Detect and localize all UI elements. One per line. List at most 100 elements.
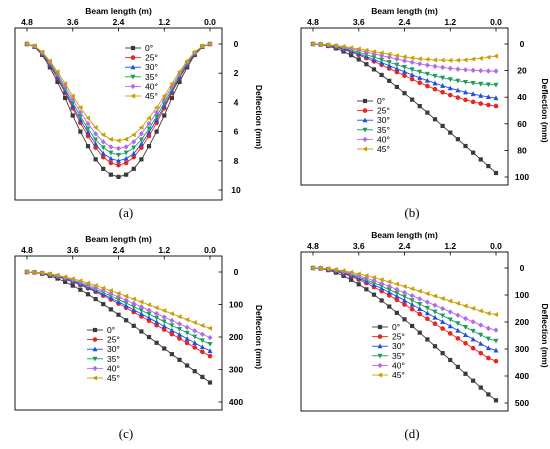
- legend: 0°25°30°35°40°45°: [87, 325, 120, 383]
- data-point: [455, 95, 461, 100]
- data-point: [62, 274, 68, 280]
- data-point: [417, 288, 422, 294]
- data-point: [478, 81, 484, 87]
- legend-marker: [377, 324, 383, 330]
- data-point: [154, 340, 159, 345]
- plot-frame: [14, 27, 223, 201]
- data-point: [440, 75, 446, 81]
- data-point: [455, 312, 461, 318]
- data-point: [39, 49, 45, 55]
- data-point: [123, 155, 129, 161]
- data-point: [439, 57, 445, 63]
- data-point: [485, 94, 491, 100]
- legend-marker: [92, 346, 98, 352]
- data-point: [169, 83, 175, 90]
- y-tick-label: 300: [515, 344, 529, 354]
- chart-panel-3: Beam length (m) 4.8 3.6 2.4 1.2 0.0 0 100 200 300…: [14, 234, 264, 441]
- data-point: [116, 145, 121, 152]
- data-point: [417, 69, 423, 75]
- series-5: [24, 269, 213, 331]
- data-point: [138, 141, 144, 147]
- legend-label: 30°: [377, 115, 390, 125]
- legend-label: 25°: [107, 335, 120, 345]
- data-point: [440, 313, 446, 319]
- series-1: [310, 41, 499, 109]
- data-point: [363, 273, 369, 279]
- data-point: [394, 62, 400, 68]
- data-point: [386, 279, 392, 285]
- data-point: [100, 139, 106, 145]
- x-tick-label: 1.2: [158, 245, 170, 255]
- data-point: [138, 131, 144, 137]
- data-point: [39, 270, 45, 276]
- data-point: [417, 306, 423, 311]
- data-point: [100, 285, 106, 291]
- data-point: [409, 292, 415, 299]
- legend-marker: [130, 55, 136, 60]
- data-point: [184, 324, 190, 331]
- data-point: [185, 363, 190, 368]
- data-point: [131, 300, 137, 307]
- data-point: [138, 311, 144, 316]
- data-point: [386, 51, 392, 57]
- data-point: [371, 51, 377, 57]
- data-point: [70, 93, 75, 99]
- data-point: [108, 172, 113, 177]
- data-point: [417, 56, 422, 62]
- data-point: [207, 334, 213, 341]
- data-point: [54, 272, 60, 278]
- data-point: [402, 317, 407, 322]
- data-point: [146, 311, 152, 317]
- data-point: [379, 280, 385, 287]
- data-point: [432, 86, 438, 92]
- data-point: [470, 99, 476, 105]
- data-point: [402, 69, 407, 74]
- data-point: [371, 292, 377, 297]
- data-point: [108, 136, 113, 142]
- data-point: [310, 265, 316, 271]
- data-point: [417, 80, 423, 86]
- data-point: [478, 350, 484, 356]
- x-tick-label: 4.8: [21, 17, 33, 27]
- data-point: [470, 328, 476, 334]
- data-point: [402, 289, 407, 296]
- data-point: [162, 346, 167, 351]
- data-point: [176, 314, 182, 320]
- data-point: [379, 284, 385, 289]
- data-point: [463, 371, 468, 376]
- data-point: [177, 321, 182, 327]
- data-point: [371, 67, 377, 72]
- y-tick-label: 0: [520, 39, 525, 49]
- data-point: [349, 53, 354, 58]
- data-point: [394, 56, 400, 62]
- data-point: [417, 104, 422, 109]
- series-4: [24, 41, 213, 152]
- legend-label: 25°: [377, 106, 390, 116]
- data-point: [432, 321, 438, 327]
- data-point: [177, 79, 182, 85]
- legend-marker: [362, 127, 368, 133]
- data-point: [478, 68, 484, 74]
- data-point: [485, 325, 491, 332]
- data-point: [485, 54, 491, 60]
- data-point: [161, 314, 167, 320]
- data-point: [200, 374, 205, 380]
- data-point: [493, 327, 499, 333]
- legend-label: 0°: [107, 325, 115, 335]
- y-tick-label: 100: [515, 290, 529, 300]
- data-point: [24, 41, 30, 47]
- data-point: [169, 327, 175, 333]
- legend-marker: [130, 83, 136, 90]
- data-point: [138, 299, 144, 305]
- x-tick-label: 3.6: [353, 241, 365, 251]
- data-point: [378, 50, 384, 56]
- data-point: [192, 334, 198, 340]
- x-tick-label: 4.8: [21, 245, 33, 255]
- data-point: [409, 286, 415, 292]
- data-point: [199, 344, 205, 350]
- y-axis-title: Deflection (mm): [540, 303, 550, 367]
- data-point: [394, 84, 399, 90]
- data-point: [176, 69, 182, 75]
- y-tick-label: 6: [234, 127, 239, 137]
- data-point: [356, 282, 361, 287]
